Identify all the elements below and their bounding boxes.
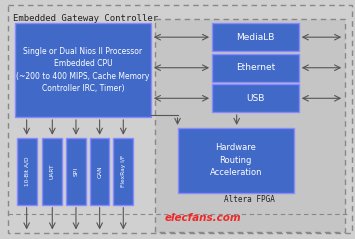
- Bar: [155, 19, 345, 232]
- Text: FlexRay I/F: FlexRay I/F: [121, 155, 126, 187]
- Text: Embedded Gateway Controller: Embedded Gateway Controller: [13, 15, 158, 23]
- Bar: [178, 128, 294, 193]
- Text: Ethernet: Ethernet: [236, 63, 275, 72]
- Bar: [212, 54, 299, 81]
- Bar: [43, 138, 62, 205]
- Text: elecfans.com: elecfans.com: [165, 212, 241, 223]
- Bar: [212, 85, 299, 112]
- Text: Single or Dual Nios II Processor
Embedded CPU
(~200 to 400 MIPS, Cache Memory
Co: Single or Dual Nios II Processor Embedde…: [16, 47, 149, 93]
- Bar: [17, 138, 37, 205]
- Text: SPI: SPI: [73, 167, 78, 176]
- Text: UART: UART: [50, 163, 55, 179]
- Text: Hardware
Routing
Acceleration: Hardware Routing Acceleration: [209, 143, 262, 177]
- Text: USB: USB: [246, 94, 264, 103]
- Text: Altera FPGA: Altera FPGA: [224, 195, 275, 204]
- Bar: [114, 138, 133, 205]
- Text: CAN: CAN: [97, 165, 102, 178]
- Bar: [90, 138, 109, 205]
- Text: 10-Bit A/D: 10-Bit A/D: [24, 157, 29, 186]
- Text: MediaLB: MediaLB: [236, 33, 275, 42]
- Bar: [15, 23, 151, 117]
- Bar: [212, 23, 299, 51]
- Bar: [66, 138, 86, 205]
